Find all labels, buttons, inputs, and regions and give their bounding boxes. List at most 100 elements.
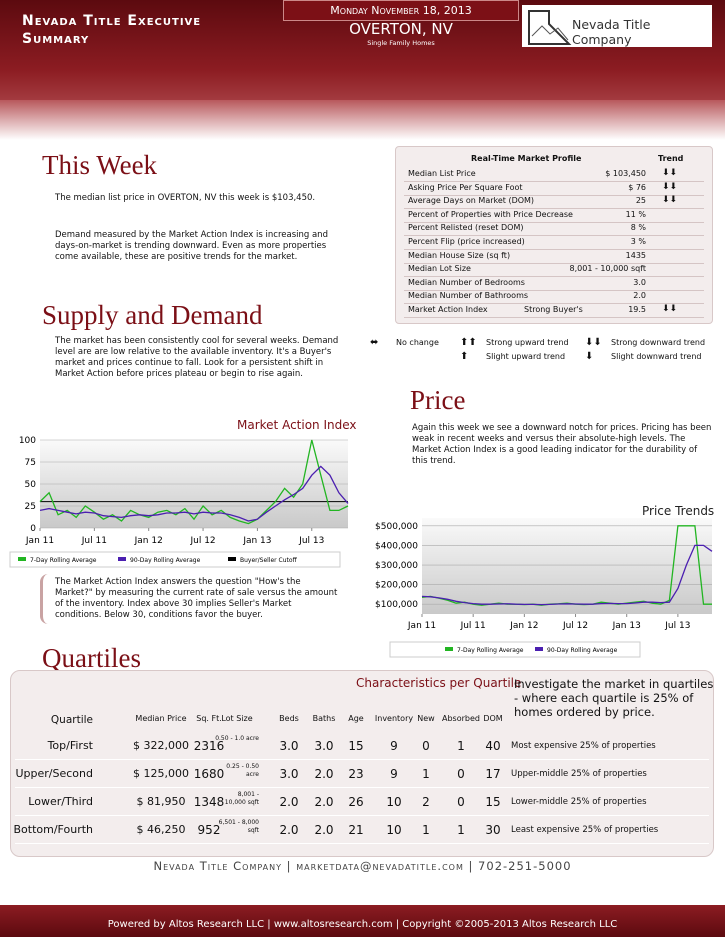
row-rule bbox=[404, 317, 704, 318]
header-date: Monday November 18, 2013 bbox=[283, 0, 519, 21]
x-tick-label: Jan 12 bbox=[509, 621, 538, 631]
y-tick-label: $400,000 bbox=[375, 541, 418, 551]
cell: 3.0 bbox=[279, 767, 299, 781]
logo-icon bbox=[528, 10, 572, 45]
cell: 2 bbox=[422, 795, 430, 809]
cell: 2.0 bbox=[314, 823, 334, 837]
legend-swatch bbox=[228, 557, 236, 561]
cell: 1 bbox=[422, 823, 430, 837]
logo-box: Nevada Title Company bbox=[522, 5, 712, 47]
cell: 15 bbox=[485, 795, 501, 809]
row-label: Percent of Properties with Price Decreas… bbox=[408, 209, 573, 219]
legend-symbol: ⬆⬆ bbox=[460, 337, 477, 348]
cell: 1 bbox=[422, 767, 430, 781]
chart-title: Market Action Index bbox=[237, 418, 357, 432]
cell: 2.0 bbox=[279, 795, 299, 809]
row-value: 8 % bbox=[630, 223, 646, 233]
row-label: Asking Price Per Square Foot bbox=[408, 182, 523, 192]
section-title: Price bbox=[410, 385, 466, 415]
row-value: 11 % bbox=[625, 209, 646, 219]
y-tick-label: 100 bbox=[19, 436, 36, 446]
legend-swatch bbox=[18, 557, 26, 561]
cell: 23 bbox=[348, 767, 364, 781]
legend-swatch bbox=[118, 557, 126, 561]
chart-title: Price Trends bbox=[642, 504, 715, 518]
row-trend: ⬇⬇ bbox=[662, 195, 678, 206]
cell: 1348 bbox=[193, 795, 225, 809]
row-label: Median Number of Bedrooms bbox=[408, 277, 525, 287]
legend-label: 90-Day Rolling Average bbox=[547, 647, 618, 654]
row-value: 8,001 - 10,000 sqft bbox=[569, 264, 646, 274]
cell: 10 bbox=[386, 823, 402, 837]
row-label: Median Number of Bathrooms bbox=[408, 291, 529, 301]
series-line bbox=[39, 465, 349, 522]
x-tick-label: Jul 13 bbox=[298, 536, 324, 546]
row-rule bbox=[404, 208, 704, 210]
legend-symbol: ⬇⬇ bbox=[585, 337, 602, 348]
row-rule bbox=[404, 235, 704, 237]
row-rule bbox=[15, 815, 709, 816]
paragraph: The median list price in OVERTON, NV thi… bbox=[55, 193, 316, 203]
cell: 3.0 bbox=[279, 739, 299, 753]
column-header: DOM bbox=[483, 714, 503, 723]
table-title: Characteristics per Quartile bbox=[356, 676, 522, 690]
row-rule bbox=[404, 249, 704, 250]
column-header: Absorbed bbox=[442, 714, 480, 723]
row-value: 2.0 bbox=[633, 291, 646, 301]
cell: 0 bbox=[457, 767, 465, 781]
x-tick-label: Jan 13 bbox=[612, 621, 641, 631]
header-sweep bbox=[0, 100, 725, 140]
cell: 1680 bbox=[193, 767, 225, 781]
cell: 3.0 bbox=[314, 739, 334, 753]
row-trend: ⬇⬇ bbox=[662, 168, 678, 178]
header-location: OVERTON, NV bbox=[349, 20, 453, 38]
y-tick-label: 0 bbox=[30, 524, 36, 534]
chart: 0 25 50 75 100 Jan 11 Jul 11 Jan 12 Jul 12 Jan 13… bbox=[9, 436, 349, 568]
row-label: Percent Flip (price increased) bbox=[408, 237, 525, 246]
cell: 40 bbox=[485, 739, 501, 753]
column-header: Inventory bbox=[374, 714, 414, 723]
legend-label: Slight downward trend bbox=[611, 352, 702, 361]
row-rule bbox=[15, 759, 709, 760]
row-label: Median Lot Size bbox=[408, 264, 471, 274]
legend-box bbox=[9, 551, 341, 568]
row-rule bbox=[15, 787, 709, 788]
row-trend: ⬇⬇ bbox=[662, 304, 678, 314]
y-tick-label: $100,000 bbox=[375, 600, 418, 610]
chart: $100,000 $200,000 $300,000 $400,000 $500,000… bbox=[375, 518, 713, 658]
quartile-name: Upper/Second bbox=[15, 767, 94, 780]
cell: $ 46,250 bbox=[136, 823, 186, 836]
row-rule bbox=[404, 181, 704, 182]
column-header: Lot Size bbox=[221, 714, 253, 723]
legend-label: 7-Day Rolling Average bbox=[457, 647, 524, 654]
row-label: Median House Size (sq ft) bbox=[408, 250, 511, 260]
row-trend: ⬇⬇ bbox=[662, 181, 678, 192]
legend-label: No change bbox=[396, 338, 439, 347]
row-rule bbox=[404, 194, 704, 196]
row-label: Percent Relisted (reset DOM) bbox=[408, 223, 524, 233]
cell: 952 bbox=[197, 823, 221, 837]
legend-symbol: ⬇ bbox=[585, 351, 594, 362]
quartile-intro: Investigate the market in quartiles - wh… bbox=[514, 677, 714, 719]
column-header: New bbox=[417, 714, 435, 723]
trend-legend: ⬌ No change ⬆⬆ Strong upward trend ⬇⬇ Strong … bbox=[370, 337, 710, 368]
quartile-name: Top/First bbox=[47, 739, 93, 752]
legend-box bbox=[389, 641, 641, 658]
cell: 2.0 bbox=[314, 767, 334, 781]
legend-label: 7-Day Rolling Average bbox=[30, 557, 97, 564]
legend-label: Strong downward trend bbox=[611, 338, 706, 347]
logo-text: Nevada Title Company bbox=[572, 17, 651, 47]
row-rule bbox=[404, 289, 704, 291]
legend-label: Slight upward trend bbox=[486, 352, 566, 361]
paragraph: The market has been consistently cool fo… bbox=[55, 336, 339, 379]
cell: 0 bbox=[457, 795, 465, 809]
y-tick-label: $500,000 bbox=[375, 522, 418, 532]
lot-size: 0.25 - 0.50 acre bbox=[226, 763, 259, 778]
description: Least expensive 25% of properties bbox=[511, 825, 659, 835]
cell: 1 bbox=[457, 739, 465, 753]
paragraph: Again this week we see a downward notch … bbox=[412, 423, 712, 466]
y-tick-label: 75 bbox=[25, 458, 36, 468]
lot-size: 6,501 - 8,000 sqft bbox=[218, 819, 259, 834]
section-title: Quartiles bbox=[42, 643, 141, 673]
series-line bbox=[421, 544, 713, 606]
